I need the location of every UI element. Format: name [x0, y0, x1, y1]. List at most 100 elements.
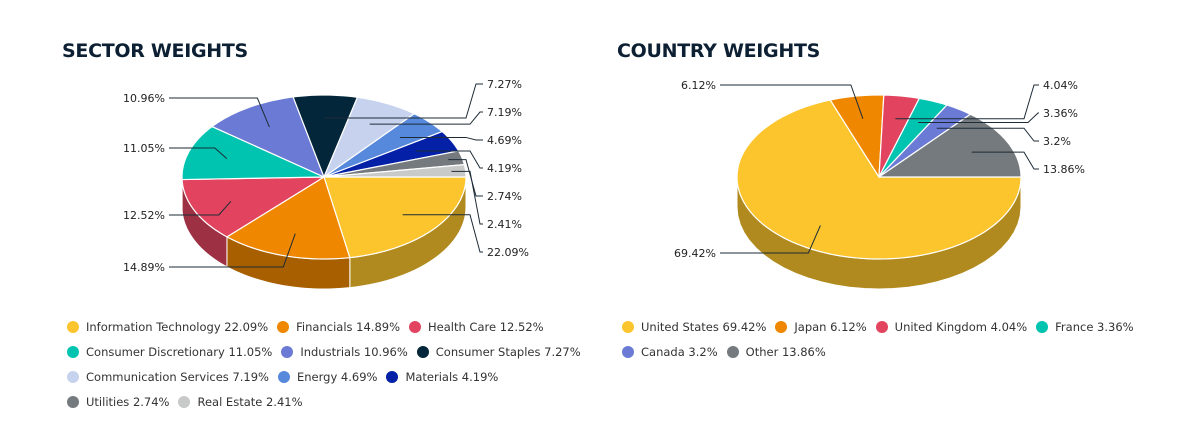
pie-slice-energy[interactable]: [323, 113, 443, 178]
pie-slice-japan[interactable]: [829, 94, 885, 178]
data-label: 4.69%: [487, 134, 522, 147]
leader-line: [720, 225, 821, 254]
legend-dot-icon: [277, 370, 290, 383]
legend-label: Consumer Staples 7.27%: [435, 344, 581, 359]
legend-label: Other 13.86%: [745, 344, 826, 359]
legend-item[interactable]: Canada 3.2%: [622, 345, 718, 359]
legend-label: France 3.36%: [1055, 319, 1134, 334]
legend-item[interactable]: Health Care 12.52%: [409, 320, 544, 334]
legend-label: Consumer Discretionary 11.05%: [86, 344, 273, 359]
data-label: 3.2%: [1043, 135, 1071, 148]
legend-label: United States 69.42%: [641, 319, 767, 334]
pie-slice-real-estate[interactable]: [323, 164, 467, 178]
pie-slice-industrials[interactable]: [211, 96, 325, 178]
legend-dot-icon: [277, 320, 290, 333]
data-label: 3.36%: [1043, 107, 1078, 120]
legend-item[interactable]: Consumer Discretionary 11.05%: [67, 345, 272, 359]
legend-item[interactable]: Utilities 2.74%: [67, 395, 169, 409]
legend-dot-icon: [622, 320, 634, 333]
legend-dot-icon: [178, 395, 191, 408]
legend-label: Utilities 2.74%: [86, 394, 170, 409]
sector-legend: Information Technology 22.09% Financials …: [67, 314, 587, 414]
leader-line: [169, 97, 270, 128]
legend-dot-icon: [67, 320, 79, 333]
leader-line: [918, 112, 1039, 123]
country-weights-title: COUNTRY WEIGHTS: [617, 40, 820, 62]
pie-slice-communication-services[interactable]: [323, 96, 415, 178]
legend-item[interactable]: Communication Services 7.19%: [67, 370, 269, 384]
country-legend: United States 69.42% Japan 6.12% United Ki…: [622, 314, 1162, 364]
legend-item[interactable]: United States 69.42%: [622, 320, 766, 334]
legend-item[interactable]: Materials 4.19%: [386, 370, 498, 384]
sector-weights-title: SECTOR WEIGHTS: [62, 40, 248, 62]
data-label: 14.89%: [123, 261, 165, 274]
legend-dot-icon: [67, 370, 79, 383]
pie-slice-consumer-staples[interactable]: [292, 94, 359, 178]
legend-item[interactable]: France 3.36%: [1036, 319, 1134, 334]
legend-item[interactable]: Consumer Staples 7.27%: [416, 344, 581, 359]
legend-dot-icon: [416, 345, 429, 358]
pie-slice-consumer-discretionary[interactable]: [181, 125, 325, 181]
data-label: 10.96%: [123, 92, 165, 105]
legend-label: Energy 4.69%: [296, 369, 378, 384]
leader-line: [720, 84, 864, 119]
leader-line: [402, 214, 483, 253]
leader-line: [451, 170, 483, 225]
data-label: 6.12%: [681, 79, 716, 92]
data-label: 7.19%: [487, 106, 522, 119]
pie-chart-1: 69.42% 6.12% 4.04% 3.36% 3.2% 13.86%: [674, 79, 1085, 290]
legend-dot-icon: [622, 345, 634, 358]
legend-item[interactable]: Energy 4.69%: [277, 369, 378, 384]
pie-slice-france[interactable]: [878, 97, 948, 178]
pie-slice-united-states[interactable]: [736, 99, 1022, 260]
data-label: 2.74%: [487, 190, 522, 203]
legend-label: Industrials 10.96%: [300, 344, 408, 359]
data-label: 13.86%: [1043, 163, 1085, 176]
legend-item[interactable]: United Kingdom 4.04%: [875, 319, 1028, 334]
legend-item[interactable]: Real Estate 2.41%: [178, 394, 303, 409]
legend-dot-icon: [281, 345, 294, 358]
legend-dot-icon: [386, 370, 399, 383]
leader-line: [971, 151, 1039, 170]
pie-chart-0: 22.09% 14.89% 12.52% 11.05% 10.96% 7.27% 7.19%…: [123, 78, 529, 290]
leader-line: [169, 200, 232, 216]
legend-dot-icon: [67, 395, 79, 408]
legend-label: Financials 14.89%: [296, 319, 401, 334]
pie-slice-canada[interactable]: [878, 104, 972, 178]
legend-label: Real Estate 2.41%: [197, 394, 303, 409]
data-label: 12.52%: [123, 209, 165, 222]
legend-item[interactable]: Information Technology 22.09%: [67, 320, 268, 334]
legend-label: United Kingdom 4.04%: [894, 319, 1028, 334]
legend-item[interactable]: Industrials 10.96%: [281, 344, 408, 359]
legend-label: Japan 6.12%: [794, 319, 867, 334]
leader-line: [169, 233, 296, 268]
data-label: 69.42%: [674, 247, 716, 260]
pie-slice-utilities[interactable]: [323, 150, 465, 178]
leader-line: [169, 147, 228, 160]
legend-label: Information Technology 22.09%: [86, 319, 269, 334]
data-label: 11.05%: [123, 142, 165, 155]
pie-slice-health-care[interactable]: [181, 176, 325, 238]
leader-line: [399, 136, 483, 141]
legend-item[interactable]: Other 13.86%: [726, 344, 826, 359]
legend-label: Communication Services 7.19%: [86, 369, 269, 384]
leader-line: [415, 150, 483, 169]
data-label: 4.19%: [487, 162, 522, 175]
data-label: 7.27%: [487, 78, 522, 91]
pie-slice-financials[interactable]: [226, 176, 351, 260]
legend-item[interactable]: Financials 14.89%: [277, 320, 400, 334]
leader-line: [324, 83, 483, 119]
leader-line: [936, 127, 1039, 142]
legend-label: Health Care 12.52%: [428, 319, 544, 334]
pie-slice-materials[interactable]: [323, 130, 460, 178]
leader-line: [369, 111, 483, 125]
data-label: 2.41%: [487, 218, 522, 231]
pie-slice-other[interactable]: [878, 113, 1022, 178]
legend-label: Canada 3.2%: [641, 344, 718, 359]
legend-dot-icon: [726, 345, 739, 358]
legend-item[interactable]: Japan 6.12%: [775, 319, 867, 334]
pie-slice-information-technology[interactable]: [323, 176, 467, 259]
legend-dot-icon: [1036, 320, 1049, 333]
